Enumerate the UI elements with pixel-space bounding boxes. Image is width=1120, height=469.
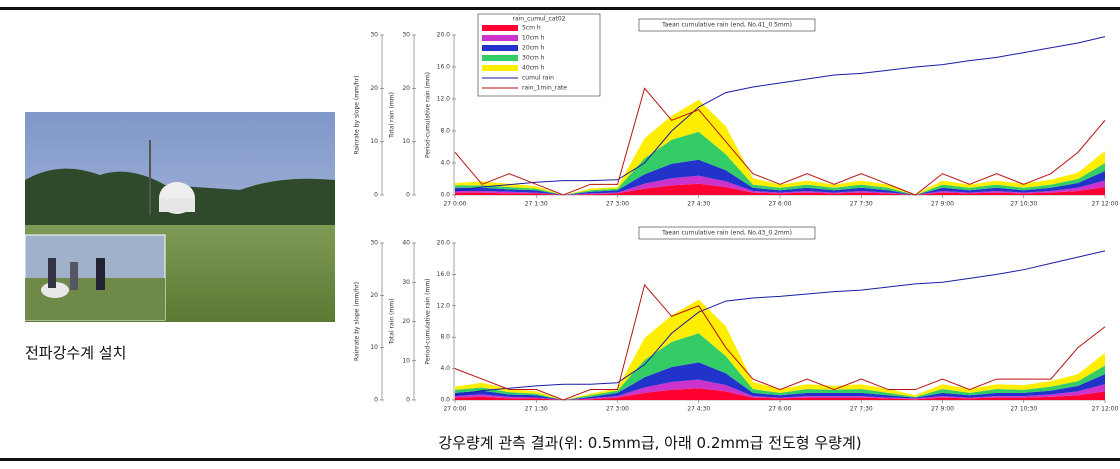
bottom-rule — [0, 458, 1120, 461]
y-tick-label: 20 — [402, 318, 410, 325]
chart-title: Taean cumulative rain (end, No.41_0.5mm) — [661, 22, 792, 29]
y-tick-label: 10 — [370, 138, 378, 145]
y-tick-label: 30 — [370, 240, 378, 247]
legend-label: 40cm h — [522, 65, 545, 72]
y-tick-label: 10 — [402, 138, 410, 145]
axis-title: Rainrate by slope (mm/hr) — [354, 75, 361, 154]
area — [455, 379, 1105, 400]
legend-title: rain_cumul_cat02 — [513, 16, 566, 23]
y-tick-label: 0 — [406, 397, 410, 404]
line — [454, 36, 1106, 192]
area — [455, 99, 1105, 195]
y-tick-label: 16.0 — [437, 64, 451, 71]
x-tick-label: 27 7:30 — [850, 406, 873, 413]
figure-caption: 강우량계 관측 결과(위: 0.5mm급, 아래 0.2mm급 전도형 우량계) — [438, 434, 861, 452]
y-tick-label: 20.0 — [437, 32, 451, 39]
axis-title: Rainrate by slope (mm/hr) — [354, 282, 361, 361]
legend-label: 20cm h — [522, 45, 545, 52]
y-tick-label: 20 — [370, 85, 378, 92]
y-tick-label: 10 — [402, 357, 410, 364]
area — [455, 131, 1105, 195]
photo-caption: 전파강수계 설치 — [25, 344, 126, 362]
y-tick-label: 20 — [402, 85, 410, 92]
y-tick-label: 0 — [406, 192, 410, 199]
x-tick-label: 27 0:00 — [443, 201, 466, 208]
legend-swatch — [482, 55, 518, 61]
area — [455, 183, 1105, 195]
area — [455, 362, 1105, 400]
legend-label: 30cm h — [522, 55, 545, 62]
y-tick-label: 4.0 — [440, 160, 450, 167]
y-tick-label: 20 — [370, 292, 378, 299]
line — [454, 283, 1106, 401]
x-tick-label: 27 0:00 — [443, 406, 466, 413]
axis-title: Period-cumulative rain (mm) — [425, 72, 432, 158]
area — [455, 333, 1105, 400]
legend-swatch — [482, 65, 518, 71]
x-tick-label: 27 4:30 — [687, 406, 710, 413]
area — [455, 175, 1105, 195]
axis-title: Total rain (mm) — [389, 299, 396, 346]
y-tick-label: 4.0 — [440, 365, 450, 372]
y-tick-label: 8.0 — [440, 128, 450, 135]
x-tick-label: 27 1:30 — [525, 406, 548, 413]
x-tick-label: 27 7:30 — [850, 201, 873, 208]
y-tick-label: 8.0 — [440, 334, 450, 341]
legend-label: 10cm h — [522, 35, 545, 42]
y-tick-label: 16.0 — [437, 271, 451, 278]
top-rule — [0, 7, 1120, 10]
chart-title: Taean cumulative rain (end, No.43_0.2mm) — [661, 230, 792, 237]
legend-swatch — [482, 25, 518, 31]
x-tick-label: 27 10:30 — [1010, 201, 1037, 208]
chart: 0 10 20 30 Rainrate by slope (mm/hr) 0 10 20 30 T… — [354, 13, 1119, 208]
x-tick-label: 27 3:00 — [606, 406, 629, 413]
photo — [24, 112, 335, 322]
y-tick-label: 20.0 — [437, 240, 451, 247]
y-tick-label: 0 — [374, 192, 378, 199]
x-tick-label: 27 9:00 — [931, 406, 954, 413]
x-tick-label: 27 3:00 — [606, 201, 629, 208]
y-tick-label: 40 — [402, 240, 410, 247]
legend-label: 5cm h — [522, 25, 541, 32]
area — [455, 388, 1105, 400]
x-tick-label: 27 1:30 — [525, 201, 548, 208]
x-tick-label: 27 9:00 — [931, 201, 954, 208]
legend-swatch — [482, 45, 518, 51]
axis-title: Period-cumulative rain (mm) — [425, 278, 432, 364]
legend-swatch — [482, 35, 518, 41]
x-tick-label: 27 4:30 — [687, 201, 710, 208]
x-tick-label: 27 10:30 — [1010, 406, 1037, 413]
y-tick-label: 10 — [370, 344, 378, 351]
title-box — [638, 18, 816, 32]
y-tick-label: 30 — [402, 279, 410, 286]
y-tick-label: 30 — [402, 32, 410, 39]
y-tick-label: 12.0 — [437, 96, 451, 103]
x-tick-label: 27 12:00 — [1092, 406, 1119, 413]
y-tick-label: 0 — [374, 397, 378, 404]
axis-title: Total rain (mm) — [389, 92, 396, 139]
line — [454, 87, 1106, 196]
y-tick-label: 12.0 — [437, 302, 451, 309]
y-tick-label: 30 — [370, 32, 378, 39]
legend-label: rain_1min_rate — [522, 85, 567, 92]
y-tick-label: 0.0 — [440, 192, 450, 199]
y-tick-label: 0.0 — [440, 397, 450, 404]
area — [455, 159, 1105, 195]
x-tick-label: 27 12:00 — [1092, 201, 1119, 208]
x-tick-label: 27 6:00 — [768, 201, 791, 208]
title-box — [638, 226, 816, 240]
x-tick-label: 27 6:00 — [768, 406, 791, 413]
line — [454, 250, 1106, 396]
chart: 0 10 20 30 Rainrate by slope (mm/hr) 0 10 20 30 4… — [354, 226, 1119, 413]
legend-label: cumul rain — [522, 75, 554, 82]
